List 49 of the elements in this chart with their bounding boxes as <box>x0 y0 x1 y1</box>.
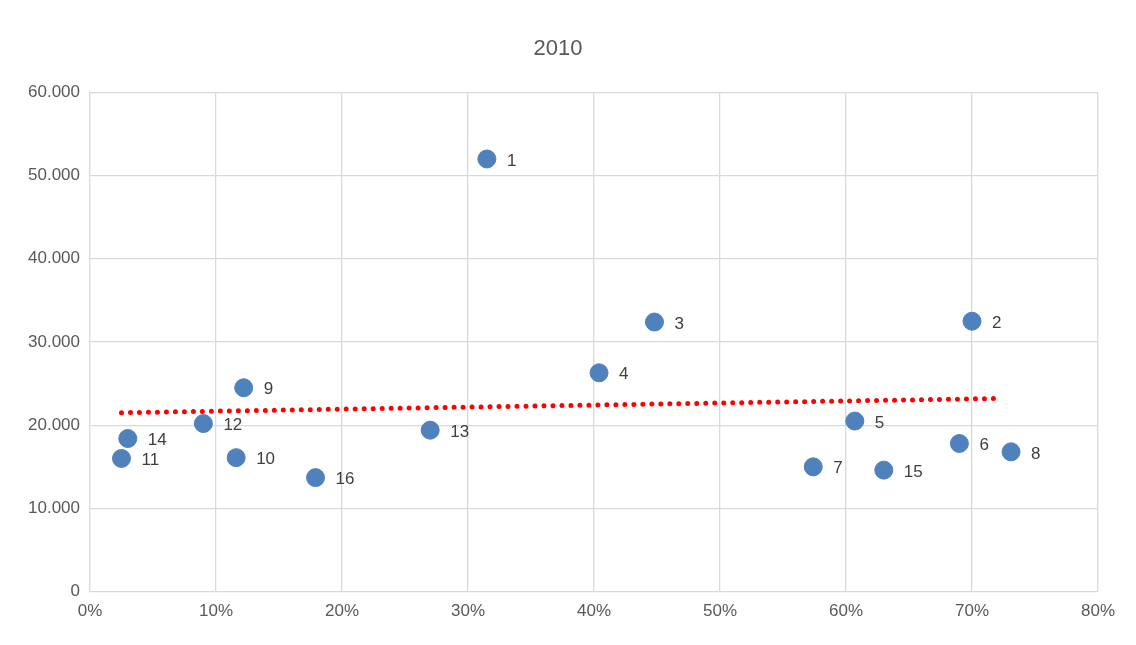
point <box>193 414 213 434</box>
point <box>589 363 609 383</box>
point <box>962 311 982 331</box>
annotation: 4 <box>619 364 629 384</box>
y-tick-label: 40.000 <box>28 248 80 268</box>
x-tick-label: 10% <box>198 601 234 621</box>
annotation: 13 <box>450 421 470 441</box>
annotation: 1 <box>506 150 517 170</box>
annotation: 11 <box>141 450 160 470</box>
y-tick-label: 10.000 <box>28 498 80 518</box>
annotation: 5 <box>874 412 885 432</box>
x-tick-label: 30% <box>450 601 486 621</box>
annotation: 3 <box>674 313 684 333</box>
x-tick-label: 70% <box>954 601 990 621</box>
annotation: 6 <box>979 435 989 455</box>
x-tick-label: 80% <box>1080 601 1116 621</box>
y-tick-label: 20.000 <box>28 414 80 434</box>
annotation: 9 <box>263 379 274 399</box>
y-tick-label: 30.000 <box>28 331 80 351</box>
y-tick-label: 60.000 <box>28 82 80 102</box>
point <box>803 457 823 477</box>
point <box>874 460 894 480</box>
annotation: 15 <box>903 461 923 481</box>
point <box>112 448 131 468</box>
annotation: 2 <box>992 312 1002 332</box>
point <box>1001 442 1021 462</box>
point <box>234 378 254 398</box>
annotation: 14 <box>147 430 167 450</box>
annotation: 12 <box>223 415 243 435</box>
point <box>477 149 497 169</box>
point <box>949 434 969 453</box>
annotation: 8 <box>1031 443 1041 463</box>
x-tick-label: 40% <box>576 601 612 621</box>
x-tick-label: 20% <box>324 601 360 621</box>
annotation: 10 <box>256 449 276 469</box>
point <box>306 468 326 488</box>
annotation: 16 <box>335 469 355 489</box>
y-tick-label: 0 <box>70 581 80 601</box>
point <box>226 448 246 468</box>
x-tick-label: 60% <box>828 601 864 621</box>
point <box>118 429 138 449</box>
x-tick-label: 50% <box>702 601 738 621</box>
annotation: 7 <box>833 458 843 478</box>
chart-title: 2010 <box>533 35 583 61</box>
x-tick-label: 0% <box>77 601 103 621</box>
point <box>845 411 865 431</box>
y-tick-label: 50.000 <box>28 165 80 185</box>
point <box>420 420 440 440</box>
point <box>644 312 664 332</box>
